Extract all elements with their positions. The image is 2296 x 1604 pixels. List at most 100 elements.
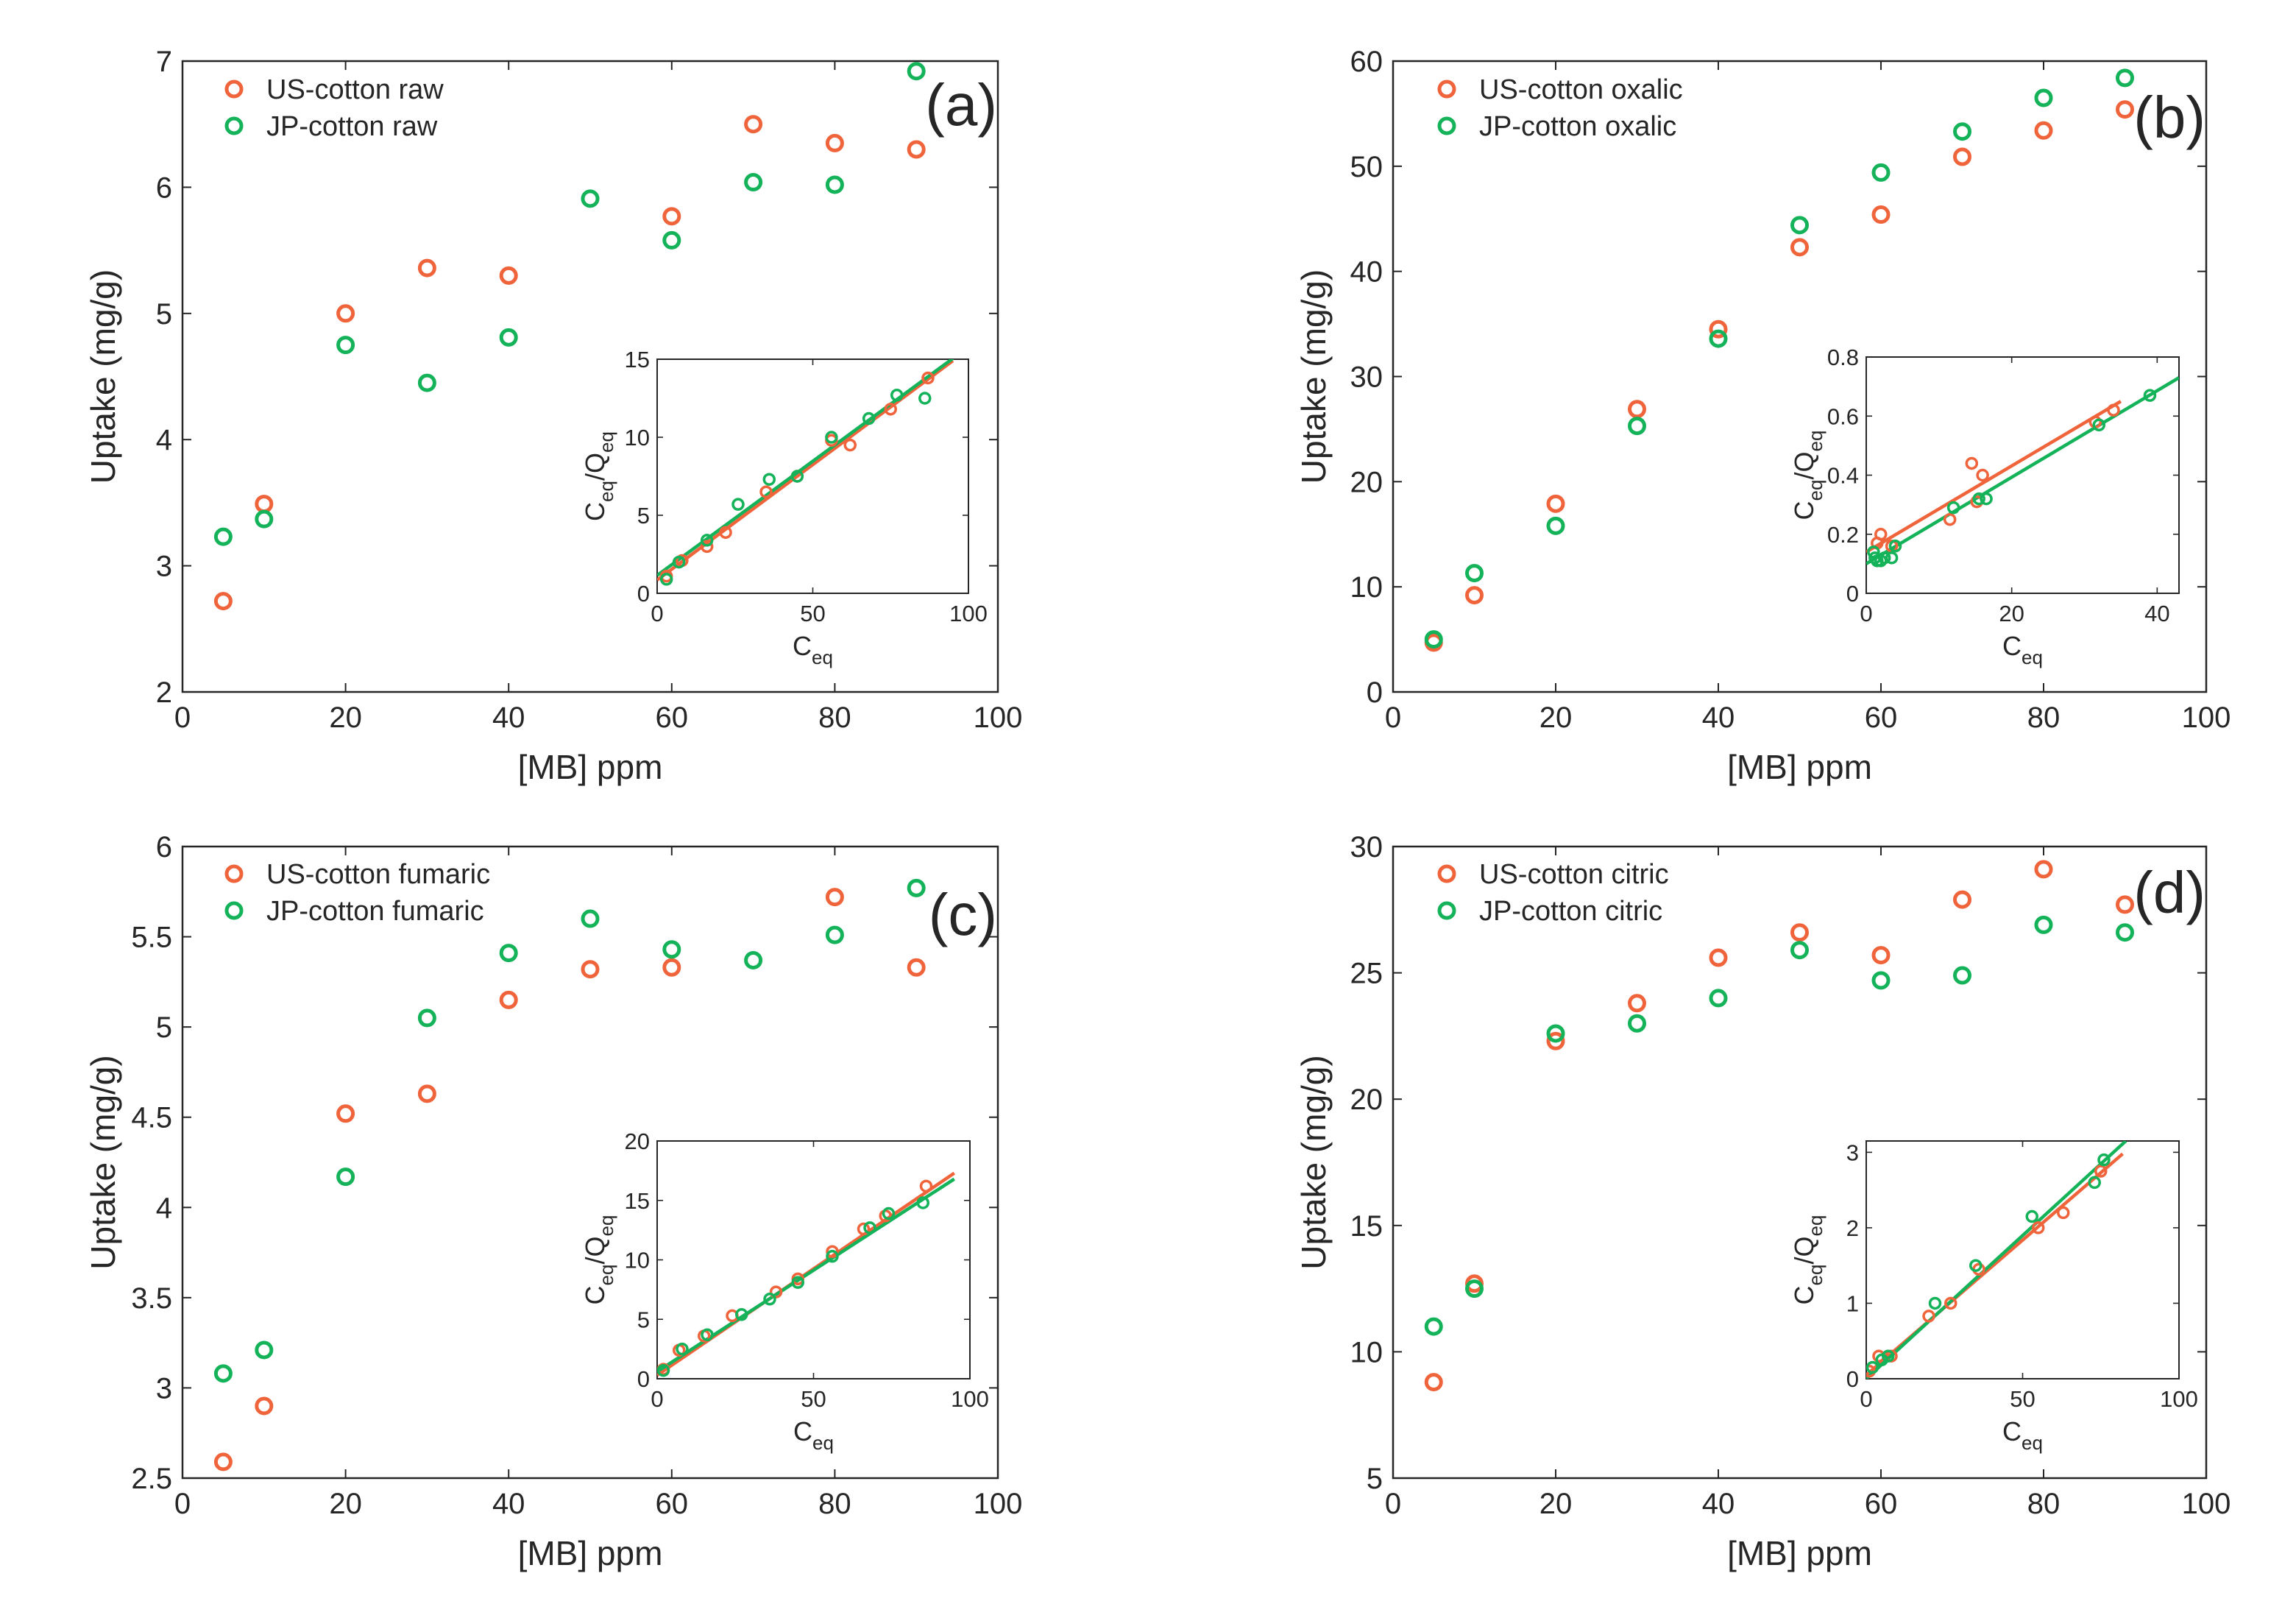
data-point bbox=[213, 1364, 233, 1383]
inset-data-point bbox=[1969, 1259, 1983, 1272]
inset-data-point bbox=[843, 438, 857, 452]
inset-x-tick-label: 100 bbox=[2160, 1386, 2198, 1412]
data-point bbox=[1709, 319, 1728, 339]
x-tick-label: 80 bbox=[2027, 1488, 2061, 1520]
data-point bbox=[581, 909, 600, 928]
data-point bbox=[1953, 890, 1971, 909]
data-point bbox=[1546, 494, 1565, 513]
legend-marker bbox=[224, 116, 244, 135]
inset-data-point bbox=[2092, 418, 2106, 432]
data-point bbox=[907, 140, 926, 159]
inset-fit-line bbox=[657, 359, 954, 577]
inset-x-label-main: C bbox=[793, 1416, 812, 1446]
y-tick-label: 5 bbox=[156, 1011, 172, 1044]
x-tick-label: 100 bbox=[2182, 1488, 2231, 1520]
inset-data-point bbox=[700, 540, 714, 554]
x-tick-label: 60 bbox=[1865, 1488, 1898, 1520]
inset-x-tick-label: 20 bbox=[1999, 601, 2024, 626]
data-point bbox=[1628, 400, 1646, 419]
data-point bbox=[1465, 1279, 1484, 1299]
inset-y-tick-label: 2 bbox=[1846, 1215, 1859, 1241]
inset-y-label-sub: eq bbox=[1804, 480, 1826, 501]
inset-y-axis-label: Ceq/Qeq bbox=[1789, 1215, 1826, 1305]
data-point bbox=[581, 960, 600, 979]
inset-y-label-part: C bbox=[580, 502, 610, 521]
legend-marker bbox=[1437, 116, 1456, 135]
data-point bbox=[213, 592, 233, 611]
inset-data-point bbox=[2032, 1221, 2045, 1234]
inset-data-point bbox=[1928, 1296, 1942, 1310]
x-tick-label: 0 bbox=[174, 1488, 191, 1520]
inset-data-point bbox=[762, 473, 776, 486]
y-tick-label: 30 bbox=[1350, 361, 1383, 394]
data-point bbox=[1871, 163, 1891, 182]
inset-x-tick-label: 0 bbox=[651, 1386, 663, 1412]
inset-data-point bbox=[882, 1206, 896, 1220]
y-tick-label: 10 bbox=[1350, 571, 1383, 604]
inset-y-tick-label: 5 bbox=[637, 1307, 650, 1332]
y-axis-label: Uptake (mg/g) bbox=[84, 1055, 122, 1269]
x-tick-label: 40 bbox=[492, 702, 525, 734]
x-tick-label: 80 bbox=[818, 1488, 851, 1520]
inset-data-point bbox=[884, 403, 897, 416]
legend-marker bbox=[224, 901, 244, 920]
inset-y-label-sub: eq bbox=[595, 1215, 617, 1237]
data-point bbox=[499, 944, 518, 963]
data-point bbox=[1790, 923, 1809, 942]
inset-axes-box bbox=[1866, 1140, 2180, 1379]
y-tick-label: 20 bbox=[1350, 466, 1383, 498]
inset-x-axis-label: Ceq bbox=[2002, 1416, 2043, 1454]
data-point bbox=[1790, 238, 1809, 257]
x-axis-label: [MB] ppm bbox=[518, 748, 663, 786]
x-axis-label: [MB] ppm bbox=[1727, 1534, 1872, 1572]
data-point bbox=[2034, 88, 2053, 107]
inset-y-axis-label: Ceq/Qeq bbox=[580, 1215, 617, 1305]
x-tick-label: 80 bbox=[818, 702, 851, 734]
inset-y-label-part: /Q bbox=[580, 1236, 610, 1264]
panel-label: (a) bbox=[925, 72, 997, 138]
inset-data-point bbox=[890, 389, 904, 402]
inset-y-tick-label: 1 bbox=[1846, 1290, 1859, 1316]
data-point bbox=[744, 173, 763, 192]
inset-y-label-sub: eq bbox=[595, 1265, 617, 1286]
inset-x-label-sub: eq bbox=[812, 646, 833, 668]
legend-entry: JP-cotton oxalic bbox=[1479, 111, 1676, 142]
inset-y-label-part: /Q bbox=[1789, 451, 1819, 479]
data-point bbox=[1424, 1373, 1443, 1392]
inset-y-label-part: C bbox=[580, 1285, 610, 1304]
inset-content bbox=[1866, 1141, 2127, 1379]
inset-y-tick-label: 0 bbox=[1846, 1366, 1859, 1392]
inset-x-label-sub: eq bbox=[2022, 1432, 2043, 1454]
x-axis-label: [MB] ppm bbox=[518, 1534, 663, 1572]
data-point bbox=[825, 175, 844, 194]
inset-y-axis-label: Ceq/Qeq bbox=[1789, 431, 1826, 520]
inset-y-tick-label: 0.4 bbox=[1827, 463, 1859, 489]
inset-y-tick-label: 10 bbox=[625, 1248, 650, 1273]
inset-data-point bbox=[701, 1328, 714, 1341]
inset-data-point bbox=[1888, 540, 1902, 553]
inset-x-tick-label: 0 bbox=[1860, 601, 1872, 626]
data-point bbox=[2116, 895, 2134, 914]
panel-label: (c) bbox=[929, 882, 997, 947]
data-point bbox=[499, 328, 518, 347]
y-tick-label: 6 bbox=[156, 172, 172, 204]
inset-data-point bbox=[921, 371, 935, 385]
legend-marker bbox=[1437, 864, 1456, 883]
data-point bbox=[1953, 122, 1971, 141]
inset-y-tick-label: 3 bbox=[1846, 1140, 1859, 1165]
data-point bbox=[907, 878, 926, 897]
data-point bbox=[1424, 630, 1443, 649]
inset-data-point bbox=[1944, 1296, 1957, 1310]
x-axis-label: [MB] ppm bbox=[1727, 748, 1872, 786]
inset-data-point bbox=[1866, 1360, 1879, 1374]
inset-y-tick-label: 15 bbox=[625, 347, 650, 372]
inset-data-point bbox=[790, 470, 804, 483]
x-tick-label: 60 bbox=[656, 702, 689, 734]
inset-x-label-main: C bbox=[2002, 1416, 2022, 1446]
legend-marker bbox=[224, 864, 244, 883]
data-point bbox=[1871, 971, 1891, 990]
data-point bbox=[662, 940, 681, 959]
y-axis-label: Uptake (mg/g) bbox=[1294, 269, 1333, 484]
inset-y-label-sub: eq bbox=[595, 431, 617, 453]
